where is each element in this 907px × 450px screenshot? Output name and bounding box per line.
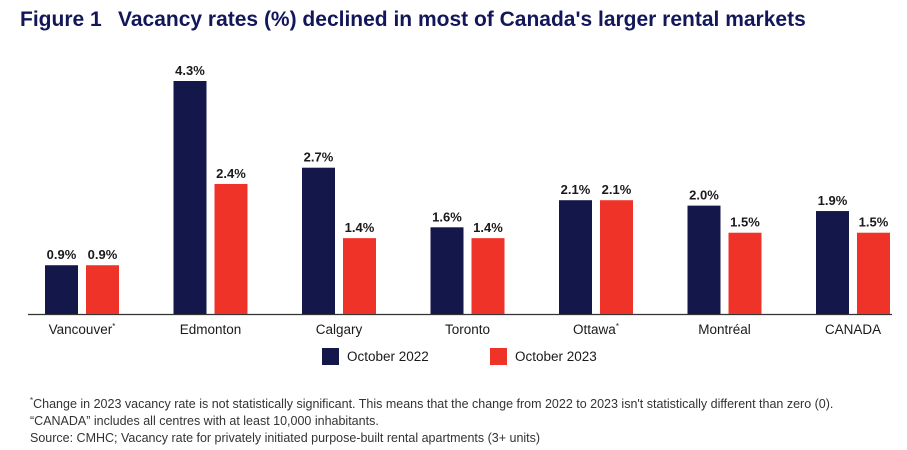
- data-label: 1.9%: [818, 193, 848, 208]
- bar-oct-2022: [45, 265, 78, 314]
- data-label: 1.5%: [859, 215, 889, 230]
- legend-swatch: [322, 348, 339, 365]
- bar-oct-2023: [214, 183, 248, 314]
- chart-notes: *Change in 2023 vacancy rate is not stat…: [30, 392, 833, 447]
- data-label: 4.3%: [175, 63, 205, 78]
- bar-oct-2022: [430, 227, 464, 314]
- bar-oct-2022: [559, 200, 592, 314]
- bar-oct-2022: [302, 167, 335, 314]
- data-label: 0.9%: [88, 247, 118, 262]
- legend-swatch: [490, 348, 507, 365]
- footnote: *Change in 2023 vacancy rate is not stat…: [30, 392, 833, 413]
- data-label: 2.1%: [561, 182, 591, 197]
- data-label: 2.1%: [602, 182, 632, 197]
- figure-title: Figure 1 Vacancy rates (%) declined in mo…: [20, 8, 806, 32]
- x-tick-label: Calgary: [316, 322, 363, 337]
- data-label: 0.9%: [47, 247, 77, 262]
- bar-chart: 0.9% 0.9% Vancouver* 4.3% 2.4% Edmonton 2.7% 1.…: [28, 63, 892, 365]
- data-label: 1.4%: [345, 220, 375, 235]
- legend-label: October 2023: [515, 349, 597, 364]
- canada-note: “CANADA” includes all centres with at le…: [30, 414, 379, 429]
- bar-oct-2023: [343, 238, 376, 314]
- chart-title: Vacancy rates (%) declined in most of Ca…: [118, 8, 806, 31]
- x-tick-label: Montréal: [698, 322, 751, 337]
- data-label: 1.6%: [432, 209, 462, 224]
- figure-number: Figure 1: [20, 8, 102, 31]
- legend-label: October 2022: [347, 349, 429, 364]
- x-tick-label: Ottawa*: [573, 322, 619, 337]
- bar-oct-2022: [173, 81, 207, 314]
- x-tick-label: CANADA: [825, 322, 881, 337]
- data-label: 2.4%: [216, 166, 246, 181]
- data-label: 2.7%: [304, 150, 334, 165]
- bar-oct-2023: [86, 265, 119, 314]
- bar-oct-2023: [471, 238, 505, 314]
- data-label: 1.4%: [473, 220, 503, 235]
- bar-oct-2022: [687, 205, 721, 314]
- data-label: 2.0%: [689, 188, 719, 203]
- data-label: 1.5%: [730, 215, 760, 230]
- bar-oct-2023: [728, 232, 762, 314]
- footnote-text: Change in 2023 vacancy rate is not stati…: [33, 397, 834, 412]
- source-note: Source: CMHC; Vacancy rate for privately…: [30, 431, 541, 446]
- bar-oct-2023: [857, 232, 890, 314]
- x-tick-label: Edmonton: [180, 322, 242, 337]
- bar-oct-2023: [600, 200, 633, 314]
- footnote-mark: *: [30, 396, 34, 405]
- x-tick-label: Toronto: [445, 322, 490, 337]
- x-tick-label: Vancouver*: [49, 322, 116, 337]
- bar-oct-2022: [816, 211, 849, 314]
